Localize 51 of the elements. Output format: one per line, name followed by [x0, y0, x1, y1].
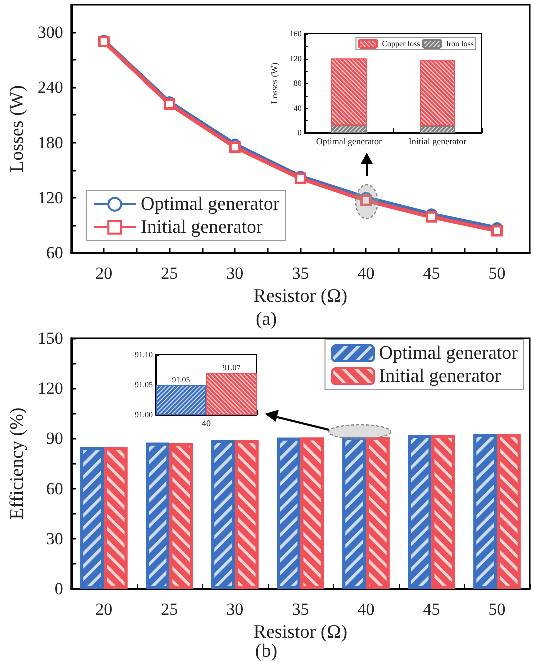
data-label: 91.07: [222, 364, 241, 372]
x-tick-label: 20: [96, 600, 113, 619]
y-tick-label: 60: [46, 479, 64, 498]
y-tick-label: 91.00: [135, 410, 153, 420]
legend-label: Optimal generator: [379, 343, 519, 364]
point: [426, 211, 438, 223]
text: (a): [256, 309, 278, 330]
x-tick-label: 45: [423, 264, 440, 283]
y-tick-label: 91.05: [135, 380, 153, 390]
point: [491, 225, 503, 237]
legend-label: Initial generator: [379, 366, 502, 387]
x-axis-title: Resistor (Ω): [254, 622, 348, 643]
y-tick-label: 300: [38, 23, 64, 42]
y-axis-title: Losses (W): [270, 62, 280, 104]
x-tick-label: 50: [488, 600, 506, 619]
x-tick-label: 45: [423, 600, 440, 619]
y-tick-label: 0: [54, 580, 64, 598]
x-tick-label: 30: [226, 600, 244, 619]
x-tick-label: 40: [358, 600, 375, 619]
x-tick-label: 40: [358, 264, 375, 283]
x-tick-label: 25: [161, 264, 178, 283]
y-tick-label: 240: [38, 78, 64, 98]
y-tick-label: 150: [38, 329, 64, 348]
y-axis-title: Losses (W): [7, 85, 28, 173]
y-tick-label: 120: [38, 379, 64, 398]
x-tick-label: 25: [161, 600, 178, 619]
y-tick-label: 120: [38, 188, 64, 208]
y-tick-label: 180: [38, 133, 64, 152]
x-tick-label: 35: [292, 264, 310, 283]
y-tick-label: 160: [290, 30, 302, 38]
legend-label: Copper loss: [382, 40, 420, 48]
legend-label: Optimal generator: [141, 194, 280, 215]
y-tick-label: 30: [46, 529, 64, 548]
x-axis-title: Resistor (Ω): [254, 286, 348, 307]
y-tick-label: 90: [46, 429, 64, 448]
y-tick-label: 40: [294, 104, 302, 113]
y-tick-label: 120: [290, 54, 302, 64]
x-tick-label: 20: [96, 264, 113, 283]
y-tick-label: 80: [294, 79, 302, 88]
x-tick-label: 30: [226, 264, 244, 283]
y-tick-label: 0: [298, 128, 302, 138]
x-tick-label: 35: [292, 600, 310, 619]
y-tick-label: 91.10: [135, 350, 153, 360]
text: (b): [255, 641, 278, 662]
point: [229, 142, 241, 154]
x-tick-label: 50: [488, 264, 506, 283]
legend-label: Initial generator: [141, 217, 264, 238]
y-tick-label: 60: [46, 244, 64, 262]
data-label: 91.05: [172, 376, 190, 384]
y-axis-title: Efficiency (%): [7, 408, 28, 520]
legend-label: Iron loss: [446, 40, 474, 48]
